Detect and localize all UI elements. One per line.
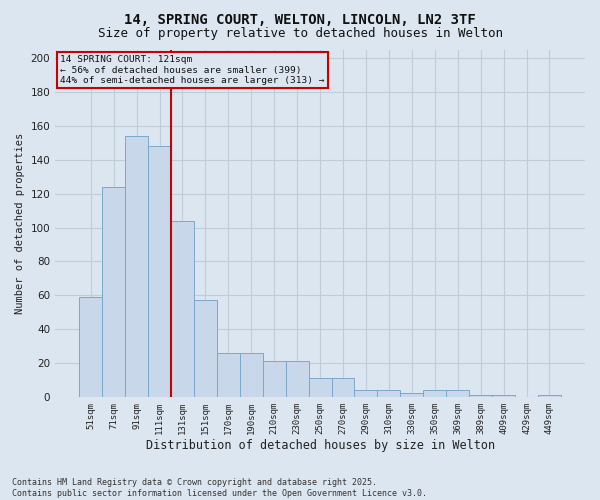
Bar [194,300,217,397]
Bar [377,390,400,397]
Bar [423,390,446,397]
Bar [125,136,148,397]
Y-axis label: Number of detached properties: Number of detached properties [15,133,25,314]
Text: Contains HM Land Registry data © Crown copyright and database right 2025.
Contai: Contains HM Land Registry data © Crown c… [12,478,427,498]
Bar [538,395,561,397]
Bar [400,394,423,397]
Bar [332,378,355,397]
Bar [171,221,194,397]
Bar [355,390,377,397]
Bar [446,390,469,397]
Bar [469,395,492,397]
X-axis label: Distribution of detached houses by size in Welton: Distribution of detached houses by size … [146,440,494,452]
Bar [79,297,102,397]
Bar [148,146,171,397]
Text: 14, SPRING COURT, WELTON, LINCOLN, LN2 3TF: 14, SPRING COURT, WELTON, LINCOLN, LN2 3… [124,12,476,26]
Bar [240,353,263,397]
Bar [102,187,125,397]
Text: 14 SPRING COURT: 121sqm
← 56% of detached houses are smaller (399)
44% of semi-d: 14 SPRING COURT: 121sqm ← 56% of detache… [61,55,325,85]
Text: Size of property relative to detached houses in Welton: Size of property relative to detached ho… [97,28,503,40]
Bar [217,353,240,397]
Bar [308,378,332,397]
Bar [263,362,286,397]
Bar [492,395,515,397]
Bar [286,362,308,397]
